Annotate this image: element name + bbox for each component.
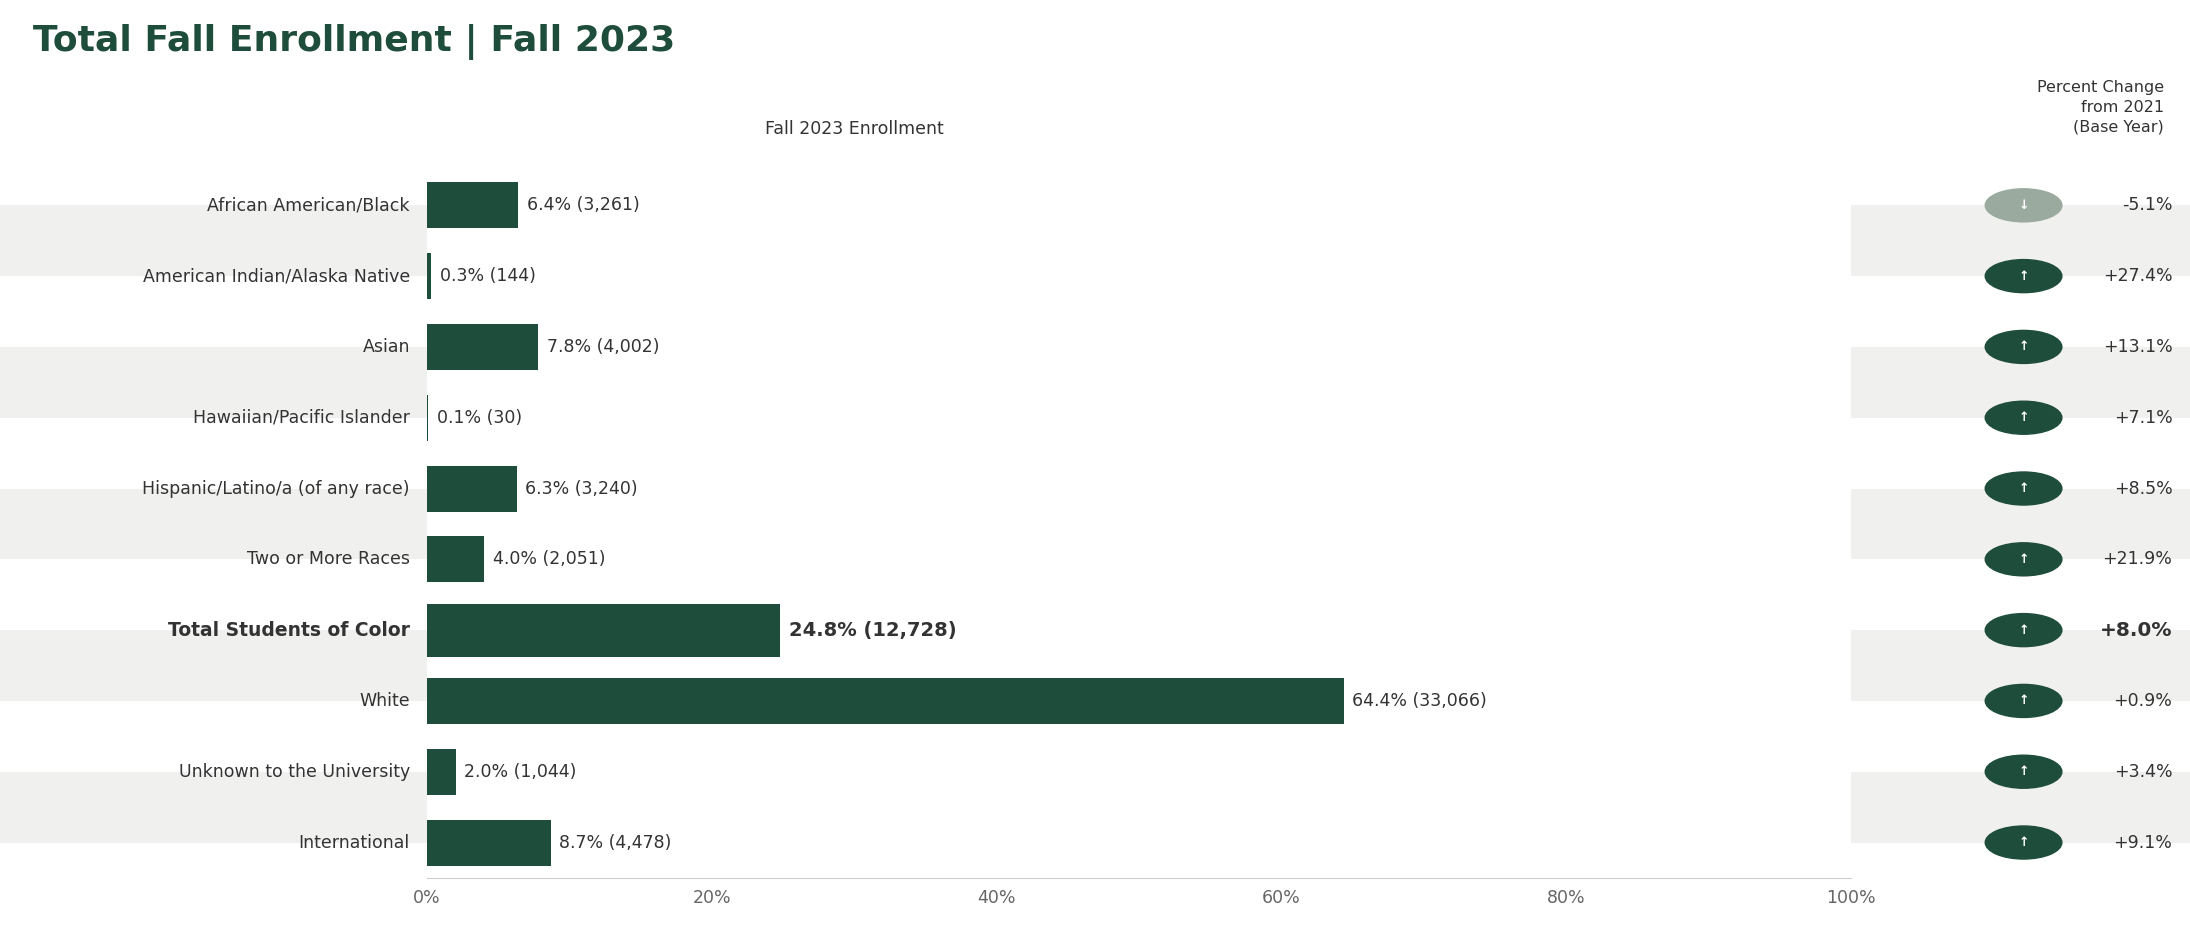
Text: +0.9%: +0.9% [2113, 692, 2172, 710]
Bar [427, 749, 456, 795]
Bar [427, 324, 539, 370]
Text: 24.8% (12,728): 24.8% (12,728) [788, 620, 957, 640]
Bar [427, 182, 519, 228]
Text: American Indian/Alaska Native: American Indian/Alaska Native [142, 267, 410, 285]
Text: 7.8% (4,002): 7.8% (4,002) [548, 338, 659, 356]
Text: Total Students of Color: Total Students of Color [169, 620, 410, 640]
Text: 6.4% (3,261): 6.4% (3,261) [528, 196, 639, 214]
Text: +3.4%: +3.4% [2113, 763, 2172, 781]
Text: ↑: ↑ [2019, 836, 2028, 849]
Text: ↑: ↑ [2019, 412, 2028, 424]
Text: +21.9%: +21.9% [2102, 550, 2172, 568]
Bar [427, 536, 484, 582]
Text: ↑: ↑ [2019, 341, 2028, 353]
Text: +8.0%: +8.0% [2100, 620, 2172, 640]
Bar [427, 603, 780, 657]
Bar [427, 819, 552, 866]
Bar [427, 678, 1345, 724]
Text: International: International [298, 834, 410, 851]
Text: ↓: ↓ [2019, 199, 2028, 211]
Text: +27.4%: +27.4% [2102, 267, 2172, 285]
Text: 0.1% (30): 0.1% (30) [438, 409, 521, 427]
Text: Percent Change
from 2021
(Base Year): Percent Change from 2021 (Base Year) [2037, 80, 2164, 135]
Text: 64.4% (33,066): 64.4% (33,066) [1353, 692, 1487, 710]
Text: 0.3% (144): 0.3% (144) [440, 267, 537, 285]
Text: ↑: ↑ [2019, 624, 2028, 636]
Text: 2.0% (1,044): 2.0% (1,044) [464, 763, 576, 781]
Text: 4.0% (2,051): 4.0% (2,051) [493, 550, 604, 568]
Text: African American/Black: African American/Black [208, 196, 410, 214]
Text: Asian: Asian [364, 338, 410, 356]
Text: ↑: ↑ [2019, 482, 2028, 495]
Text: Two or More Races: Two or More Races [247, 550, 410, 568]
Text: White: White [359, 692, 410, 710]
Text: ↑: ↑ [2019, 553, 2028, 565]
Text: +9.1%: +9.1% [2113, 834, 2172, 851]
Text: Unknown to the University: Unknown to the University [180, 763, 410, 781]
Text: ↑: ↑ [2019, 695, 2028, 707]
Text: +7.1%: +7.1% [2113, 409, 2172, 427]
Text: +13.1%: +13.1% [2102, 338, 2172, 356]
Text: Hawaiian/Pacific Islander: Hawaiian/Pacific Islander [193, 409, 410, 427]
Text: +8.5%: +8.5% [2113, 480, 2172, 497]
Text: Fall 2023 Enrollment: Fall 2023 Enrollment [764, 120, 944, 138]
Text: ↑: ↑ [2019, 766, 2028, 778]
Text: -5.1%: -5.1% [2122, 196, 2172, 214]
Bar [427, 253, 431, 299]
Text: ↑: ↑ [2019, 270, 2028, 282]
Text: Hispanic/Latino/a (of any race): Hispanic/Latino/a (of any race) [142, 480, 410, 497]
Text: 6.3% (3,240): 6.3% (3,240) [526, 480, 637, 497]
Bar [427, 465, 517, 512]
Text: Total Fall Enrollment | Fall 2023: Total Fall Enrollment | Fall 2023 [33, 24, 675, 59]
Text: 8.7% (4,478): 8.7% (4,478) [558, 834, 672, 851]
